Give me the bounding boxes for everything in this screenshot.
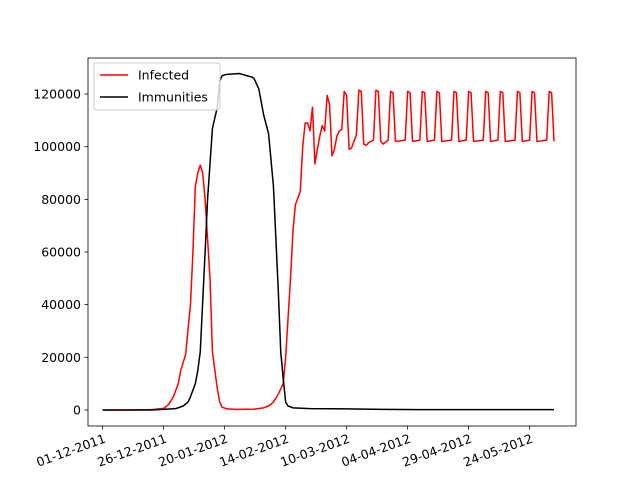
y-tick-label: 120000	[33, 87, 81, 102]
legend-label: Infected	[138, 68, 189, 83]
y-tick-label: 60000	[41, 245, 81, 260]
legend-label: Immunities	[138, 90, 208, 105]
y-tick-label: 20000	[41, 350, 81, 365]
data-line	[102, 89, 555, 411]
y-tick-label: 0	[73, 402, 81, 417]
legend: Infected Immunities	[93, 62, 221, 111]
y-tick-label: 100000	[33, 139, 81, 154]
y-tick-label: 40000	[41, 297, 81, 312]
data-line	[102, 72, 555, 411]
y-tick-label: 80000	[41, 192, 81, 207]
axes-frame	[87, 57, 577, 427]
